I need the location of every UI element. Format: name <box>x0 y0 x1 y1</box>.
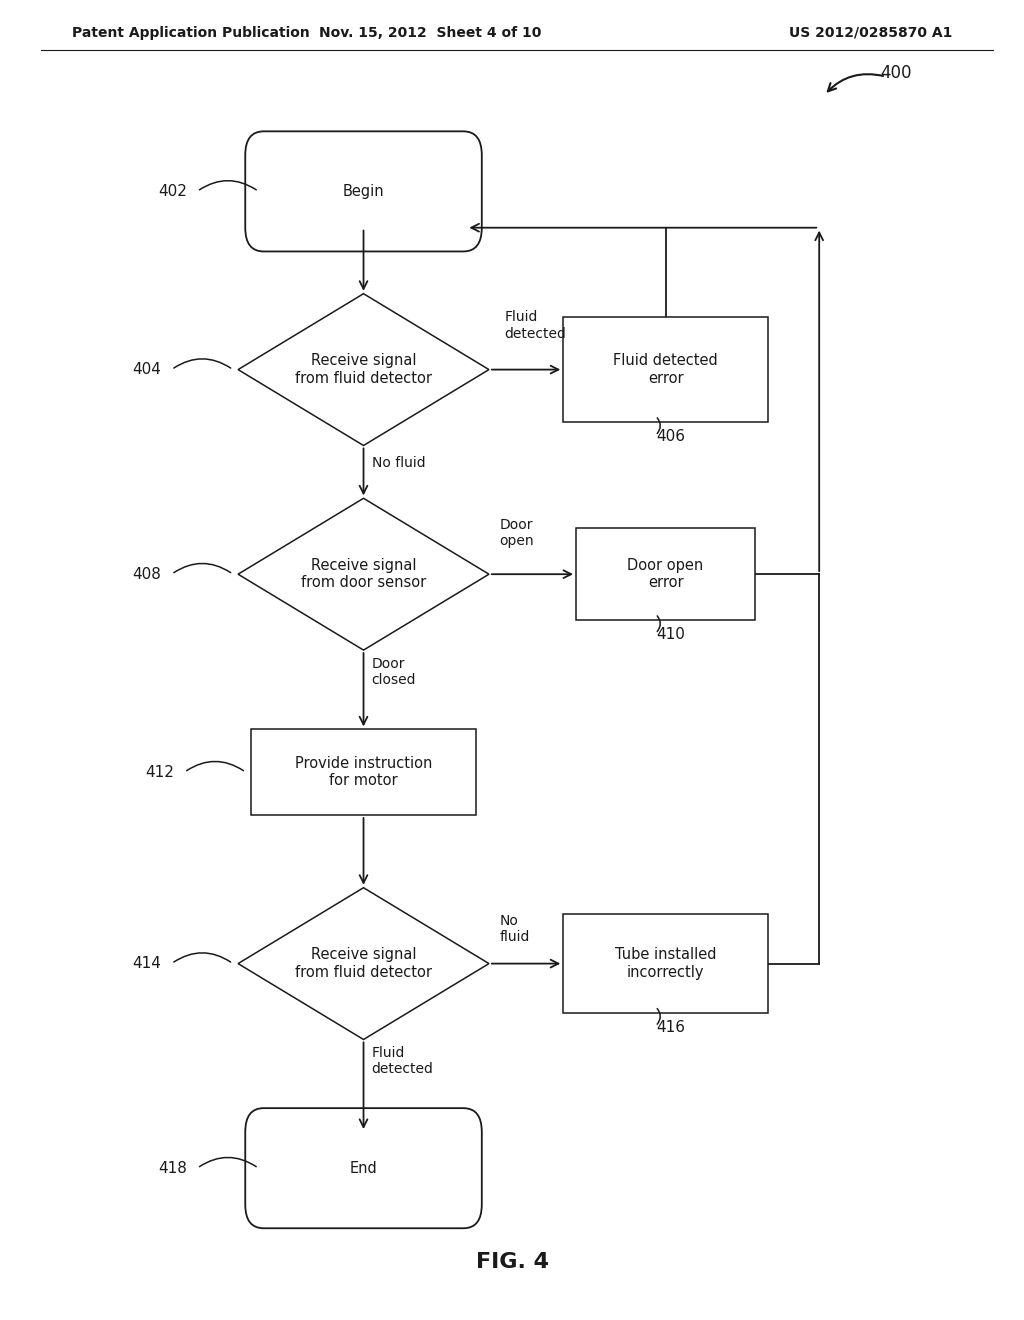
Text: US 2012/0285870 A1: US 2012/0285870 A1 <box>788 26 952 40</box>
Polygon shape <box>238 499 489 651</box>
Text: Door open
error: Door open error <box>628 558 703 590</box>
Text: 414: 414 <box>132 956 161 972</box>
Text: 400: 400 <box>881 63 911 82</box>
Bar <box>563 913 768 1014</box>
Text: Door
open: Door open <box>500 517 534 548</box>
Text: 412: 412 <box>145 764 174 780</box>
FancyBboxPatch shape <box>245 1109 481 1228</box>
Text: No
fluid: No fluid <box>500 913 529 944</box>
Text: Door
closed: Door closed <box>372 657 416 686</box>
Polygon shape <box>238 887 489 1040</box>
Text: FIG. 4: FIG. 4 <box>475 1251 549 1272</box>
Bar <box>563 317 768 422</box>
FancyBboxPatch shape <box>245 132 481 251</box>
Text: Provide instruction
for motor: Provide instruction for motor <box>295 756 432 788</box>
Text: Tube installed
incorrectly: Tube installed incorrectly <box>614 948 717 979</box>
Text: Nov. 15, 2012  Sheet 4 of 10: Nov. 15, 2012 Sheet 4 of 10 <box>318 26 542 40</box>
Text: Patent Application Publication: Patent Application Publication <box>72 26 309 40</box>
Text: Receive signal
from door sensor: Receive signal from door sensor <box>301 558 426 590</box>
Text: 410: 410 <box>656 627 685 642</box>
Text: Fluid detected
error: Fluid detected error <box>613 354 718 385</box>
Text: No fluid: No fluid <box>372 457 425 470</box>
Bar <box>575 528 756 620</box>
Text: Receive signal
from fluid detector: Receive signal from fluid detector <box>295 354 432 385</box>
Text: 408: 408 <box>132 566 161 582</box>
Text: Begin: Begin <box>343 183 384 199</box>
Text: Receive signal
from fluid detector: Receive signal from fluid detector <box>295 948 432 979</box>
Text: Fluid
detected: Fluid detected <box>504 310 566 341</box>
Text: 416: 416 <box>656 1019 685 1035</box>
Polygon shape <box>238 294 489 446</box>
Text: 404: 404 <box>132 362 161 378</box>
Text: 406: 406 <box>656 429 685 444</box>
Text: 402: 402 <box>158 183 186 199</box>
Text: Fluid
detected: Fluid detected <box>372 1045 433 1076</box>
Text: 418: 418 <box>158 1160 186 1176</box>
Text: End: End <box>349 1160 378 1176</box>
Bar <box>251 729 476 816</box>
